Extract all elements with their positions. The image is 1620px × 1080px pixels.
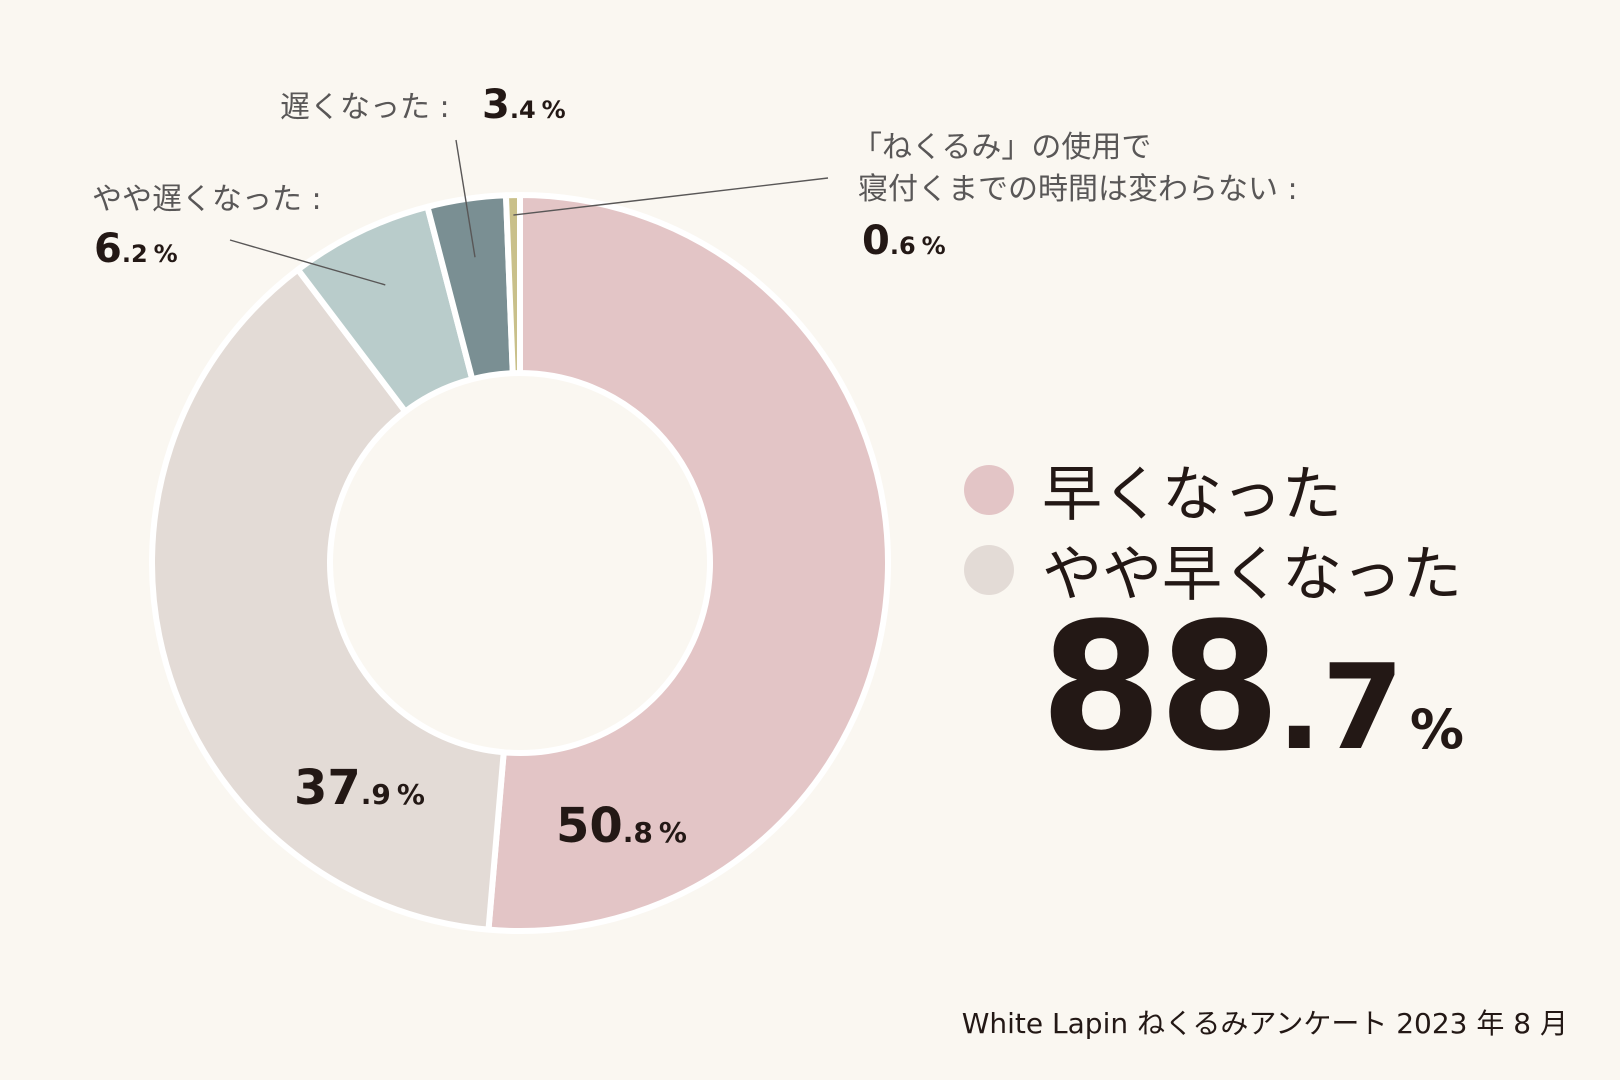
leader-line-slightly-late [229,239,386,286]
label-late-name: 遅くなった : [280,90,450,125]
slice-early [485,192,891,934]
leader-line-unchanged [513,177,829,216]
label-unchanged-name-line1: 「ねくるみ」の使用で [852,130,1152,165]
leader-line-late [455,139,476,258]
slice-slightly-early [149,266,507,933]
label-late-value: 3.4% [482,82,566,128]
slice-unchanged [502,191,523,377]
source-caption: White Lapin ねくるみアンケート 2023 年 8 月 [961,1007,1568,1040]
label-early: 50.8% [556,798,687,854]
total-percentage: 88.7% [1040,585,1464,790]
label-slightly-late-name: やや遅くなった : [92,182,322,217]
label-unchanged-value: 0.6% [862,218,946,264]
legend-swatch-early [964,464,1014,515]
legend-item-slightly-early: やや早くなった [964,526,1462,613]
label-slightly-early: 37.9% [294,760,425,816]
legend-label-slightly-early: やや早くなった [1042,540,1462,610]
label-slightly-late-value: 6.2% [94,226,178,272]
legend-item-early: 早くなった [964,446,1342,533]
legend-swatch-slightly-early [964,544,1014,595]
label-unchanged-name-line2: 寝付くまでの時間は変わらない : [858,172,1298,207]
donut-slices [149,191,891,934]
legend-label-early: 早くなった [1042,460,1342,530]
leader-lines [229,139,829,286]
